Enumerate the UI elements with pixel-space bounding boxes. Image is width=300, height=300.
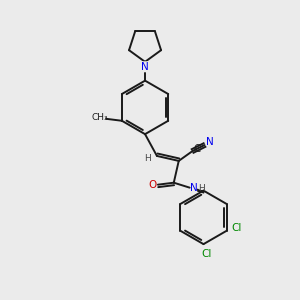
Text: Cl: Cl: [201, 249, 212, 259]
Text: H: H: [144, 154, 150, 164]
Text: H: H: [198, 184, 205, 193]
Text: N: N: [141, 62, 149, 72]
Text: O: O: [149, 180, 157, 190]
Text: N: N: [190, 183, 197, 193]
Text: CH₃: CH₃: [92, 113, 108, 122]
Text: Cl: Cl: [231, 223, 242, 233]
Text: N: N: [206, 137, 213, 147]
Text: C: C: [193, 144, 200, 154]
